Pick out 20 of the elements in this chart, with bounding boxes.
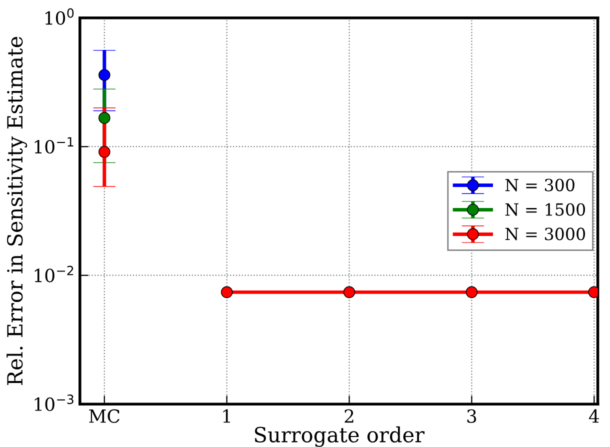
- x-tick-label: 2: [344, 409, 354, 423]
- x-tick-label: 4: [588, 409, 599, 423]
- point: [98, 69, 110, 81]
- y-tick-label: 10$^{−3}$: [34, 394, 74, 412]
- x-tick-label: 3: [467, 409, 476, 423]
- point: [466, 286, 478, 298]
- legend-label: N = 3000: [505, 228, 586, 240]
- legend-label: N = 1500: [505, 203, 586, 216]
- y-tick-label: 10$^{−2}$: [34, 266, 74, 282]
- x-axis-title: Surrogate order: [254, 426, 425, 447]
- x-tick-label: 1: [223, 409, 230, 423]
- point: [98, 146, 110, 158]
- y-tick-label: 10$^{0}$: [45, 8, 74, 25]
- y-tick-label: 10$^{−1}$: [34, 137, 74, 154]
- legend-label: N = 300: [505, 178, 574, 192]
- x-tick-label: MC: [89, 409, 120, 423]
- point: [98, 112, 110, 124]
- point: [220, 286, 233, 298]
- y-axis-title: Rel. Error in Sensitivity Estimate: [6, 36, 28, 385]
- point: [343, 286, 356, 298]
